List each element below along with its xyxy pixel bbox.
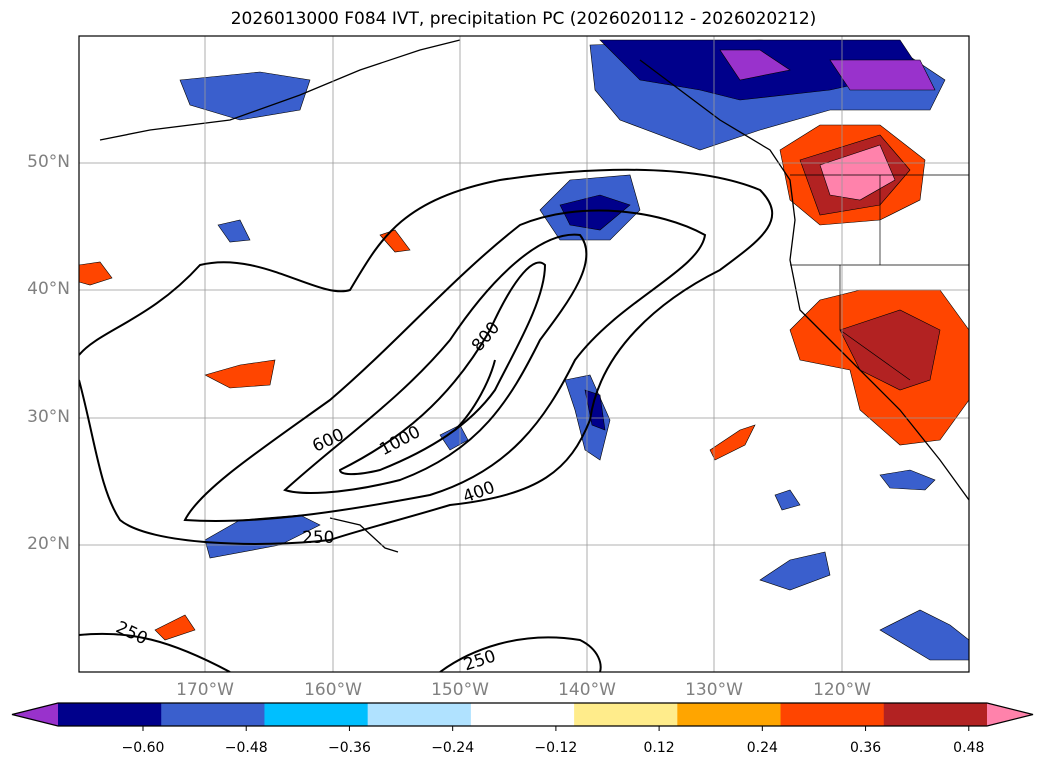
lon-label: 150°W [431, 680, 489, 700]
colorbar-tick-label: 0.36 [849, 740, 882, 756]
colorbar [11, 702, 1034, 731]
contour-250 [79, 168, 774, 545]
colorbar-segment [58, 703, 162, 726]
gridlines [79, 36, 969, 672]
colorbar-segment [470, 703, 575, 726]
contour-400 [183, 209, 707, 522]
contour-label: 250 [461, 646, 498, 675]
contour-label: 800 [468, 318, 504, 356]
ivt-contours [79, 168, 774, 672]
contour-label: 250 [113, 617, 151, 649]
colorbar-tick-label: −0.48 [224, 740, 268, 756]
contour-1000 [454, 359, 496, 431]
colorbar-tick-label: −0.12 [534, 740, 578, 756]
colorbar-tick-label: −0.36 [327, 740, 371, 756]
colorbar-outline [11, 702, 1034, 727]
colorbar-tick-label: −0.60 [121, 740, 165, 756]
colorbar-segment [264, 703, 369, 726]
colorbar-segment [780, 703, 885, 726]
lon-label: 130°W [685, 680, 743, 700]
contour-800 [338, 261, 547, 476]
contour-label: 250 [302, 528, 334, 548]
colorbar-extend-low [12, 703, 58, 726]
map-frame [78, 35, 970, 673]
colorbar-segment [367, 703, 472, 726]
colorbar-segment [883, 703, 988, 726]
lat-label: 20°N [27, 534, 70, 554]
colorbar-tick-label: 0.48 [953, 740, 985, 756]
state-borders [790, 174, 969, 381]
colorbar-segment [161, 703, 265, 726]
colorbar-tick-label: −0.24 [431, 740, 475, 756]
colorbar-tick-label: 0.24 [746, 740, 778, 756]
colorbar-tick-label: 0.12 [643, 740, 675, 756]
lon-label: 160°W [304, 680, 362, 700]
contour-250-south [79, 632, 602, 672]
precip-shading [79, 39, 969, 661]
colorbar-segment [677, 703, 782, 726]
lat-label: 50°N [27, 152, 70, 172]
colorbar-extend-high [987, 703, 1033, 726]
lon-label: 120°W [813, 680, 871, 700]
colorbar-segment [574, 703, 678, 726]
lon-label: 140°W [558, 680, 616, 700]
lat-label: 30°N [27, 407, 70, 427]
contour-label: 400 [460, 478, 497, 508]
map-title: 2026013000 F084 IVT, precipitation PC (2… [230, 9, 817, 29]
contour-600 [283, 233, 588, 494]
coastlines [99, 39, 969, 553]
lon-label: 170°W [176, 680, 234, 700]
map-area: 250 400 600 800 1000 250 250 [79, 36, 969, 675]
lat-label: 40°N [27, 279, 70, 299]
